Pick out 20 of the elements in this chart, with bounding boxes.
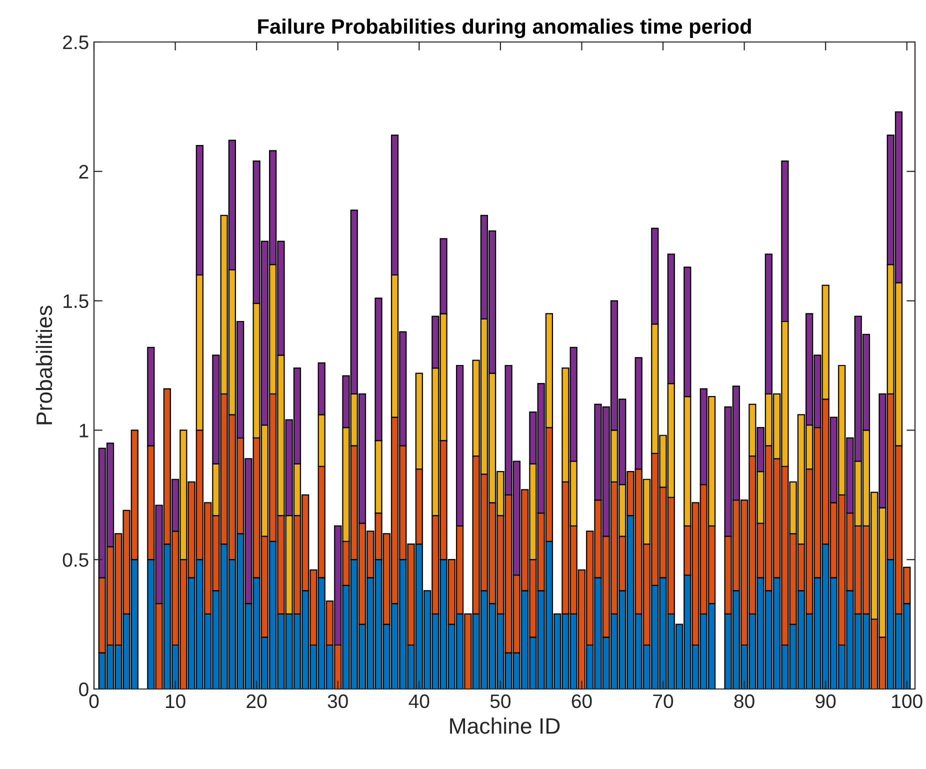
x-tick-label: 40 [408, 694, 430, 708]
x-tick-label: 30 [328, 694, 348, 708]
y-tick-label: 2 [79, 164, 88, 178]
x-tick-label: 80 [734, 694, 754, 708]
x-axis-title: Machine ID [450, 718, 560, 734]
y-tick-label: 2.5 [63, 35, 88, 50]
x-tick-label: 20 [246, 694, 267, 708]
x-tick-label: 50 [490, 694, 510, 708]
x-tick-label: 10 [166, 694, 186, 708]
y-tick-label: 1.5 [64, 294, 88, 308]
x-tick-label: 90 [816, 694, 836, 708]
x-tick-label: 100 [892, 694, 922, 708]
y-tick-label: 0.5 [62, 553, 88, 567]
y-tick-label: 0 [79, 682, 88, 696]
y-tick-label: 1 [80, 424, 88, 438]
x-tick-label: 0 [89, 694, 99, 708]
x-tick-label: 60 [572, 694, 592, 708]
x-tick-label: 70 [653, 694, 674, 708]
chart-title: Failure Probabilities during anomalies time period [258, 18, 751, 38]
y-axis-title: Probabilities [36, 306, 52, 424]
